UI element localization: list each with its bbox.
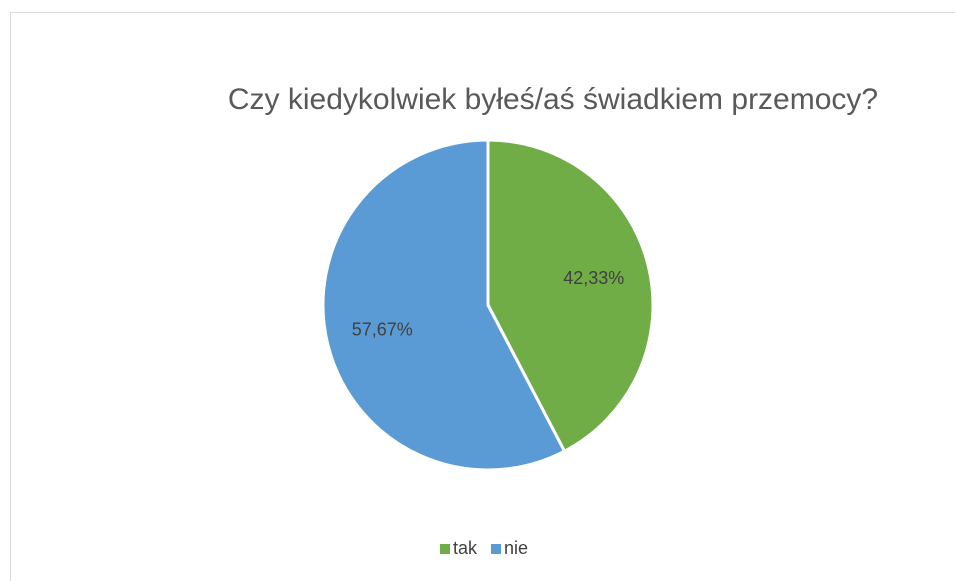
- legend-label: nie: [504, 538, 528, 558]
- pie-slice: [321, 138, 567, 472]
- legend-swatch: [491, 544, 502, 554]
- data-label: 42,33%: [563, 268, 624, 288]
- legend-label: tak: [453, 538, 478, 558]
- chart-title: Czy kiedykolwiek byłeś/aś świadkiem prze…: [228, 83, 878, 116]
- pie-slice: [486, 138, 655, 454]
- legend-swatch: [440, 544, 450, 554]
- data-label: 57,67%: [352, 320, 413, 340]
